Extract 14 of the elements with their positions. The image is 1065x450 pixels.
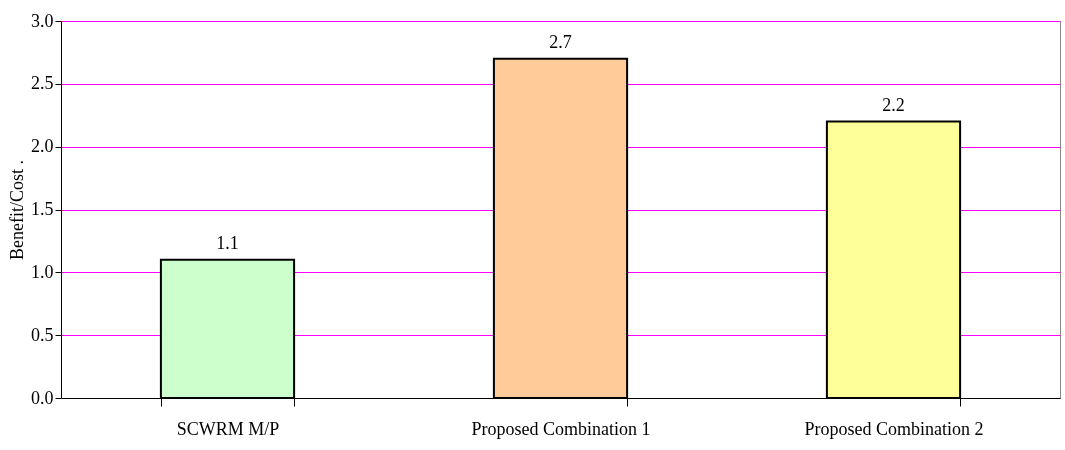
x-tick-label: SCWRM M/P <box>176 418 280 439</box>
y-axis-title: Benefit/Cost . <box>7 160 27 260</box>
y-tick-label: 3.0 <box>31 10 54 31</box>
y-tick-label: 2.5 <box>31 73 54 94</box>
y-tick-label: 0.0 <box>31 387 54 408</box>
x-tick-label: Proposed Combination 1 <box>471 418 651 439</box>
y-tick-label: 2.0 <box>31 136 54 157</box>
data-label: 2.7 <box>549 31 572 52</box>
y-tick-label: 1.0 <box>31 261 54 282</box>
y-tick-label: 0.5 <box>31 324 54 345</box>
x-tick-label: Proposed Combination 2 <box>804 418 984 439</box>
data-label: 2.2 <box>882 94 905 115</box>
data-label: 1.1 <box>216 232 239 253</box>
y-tick-label: 1.5 <box>31 199 54 219</box>
